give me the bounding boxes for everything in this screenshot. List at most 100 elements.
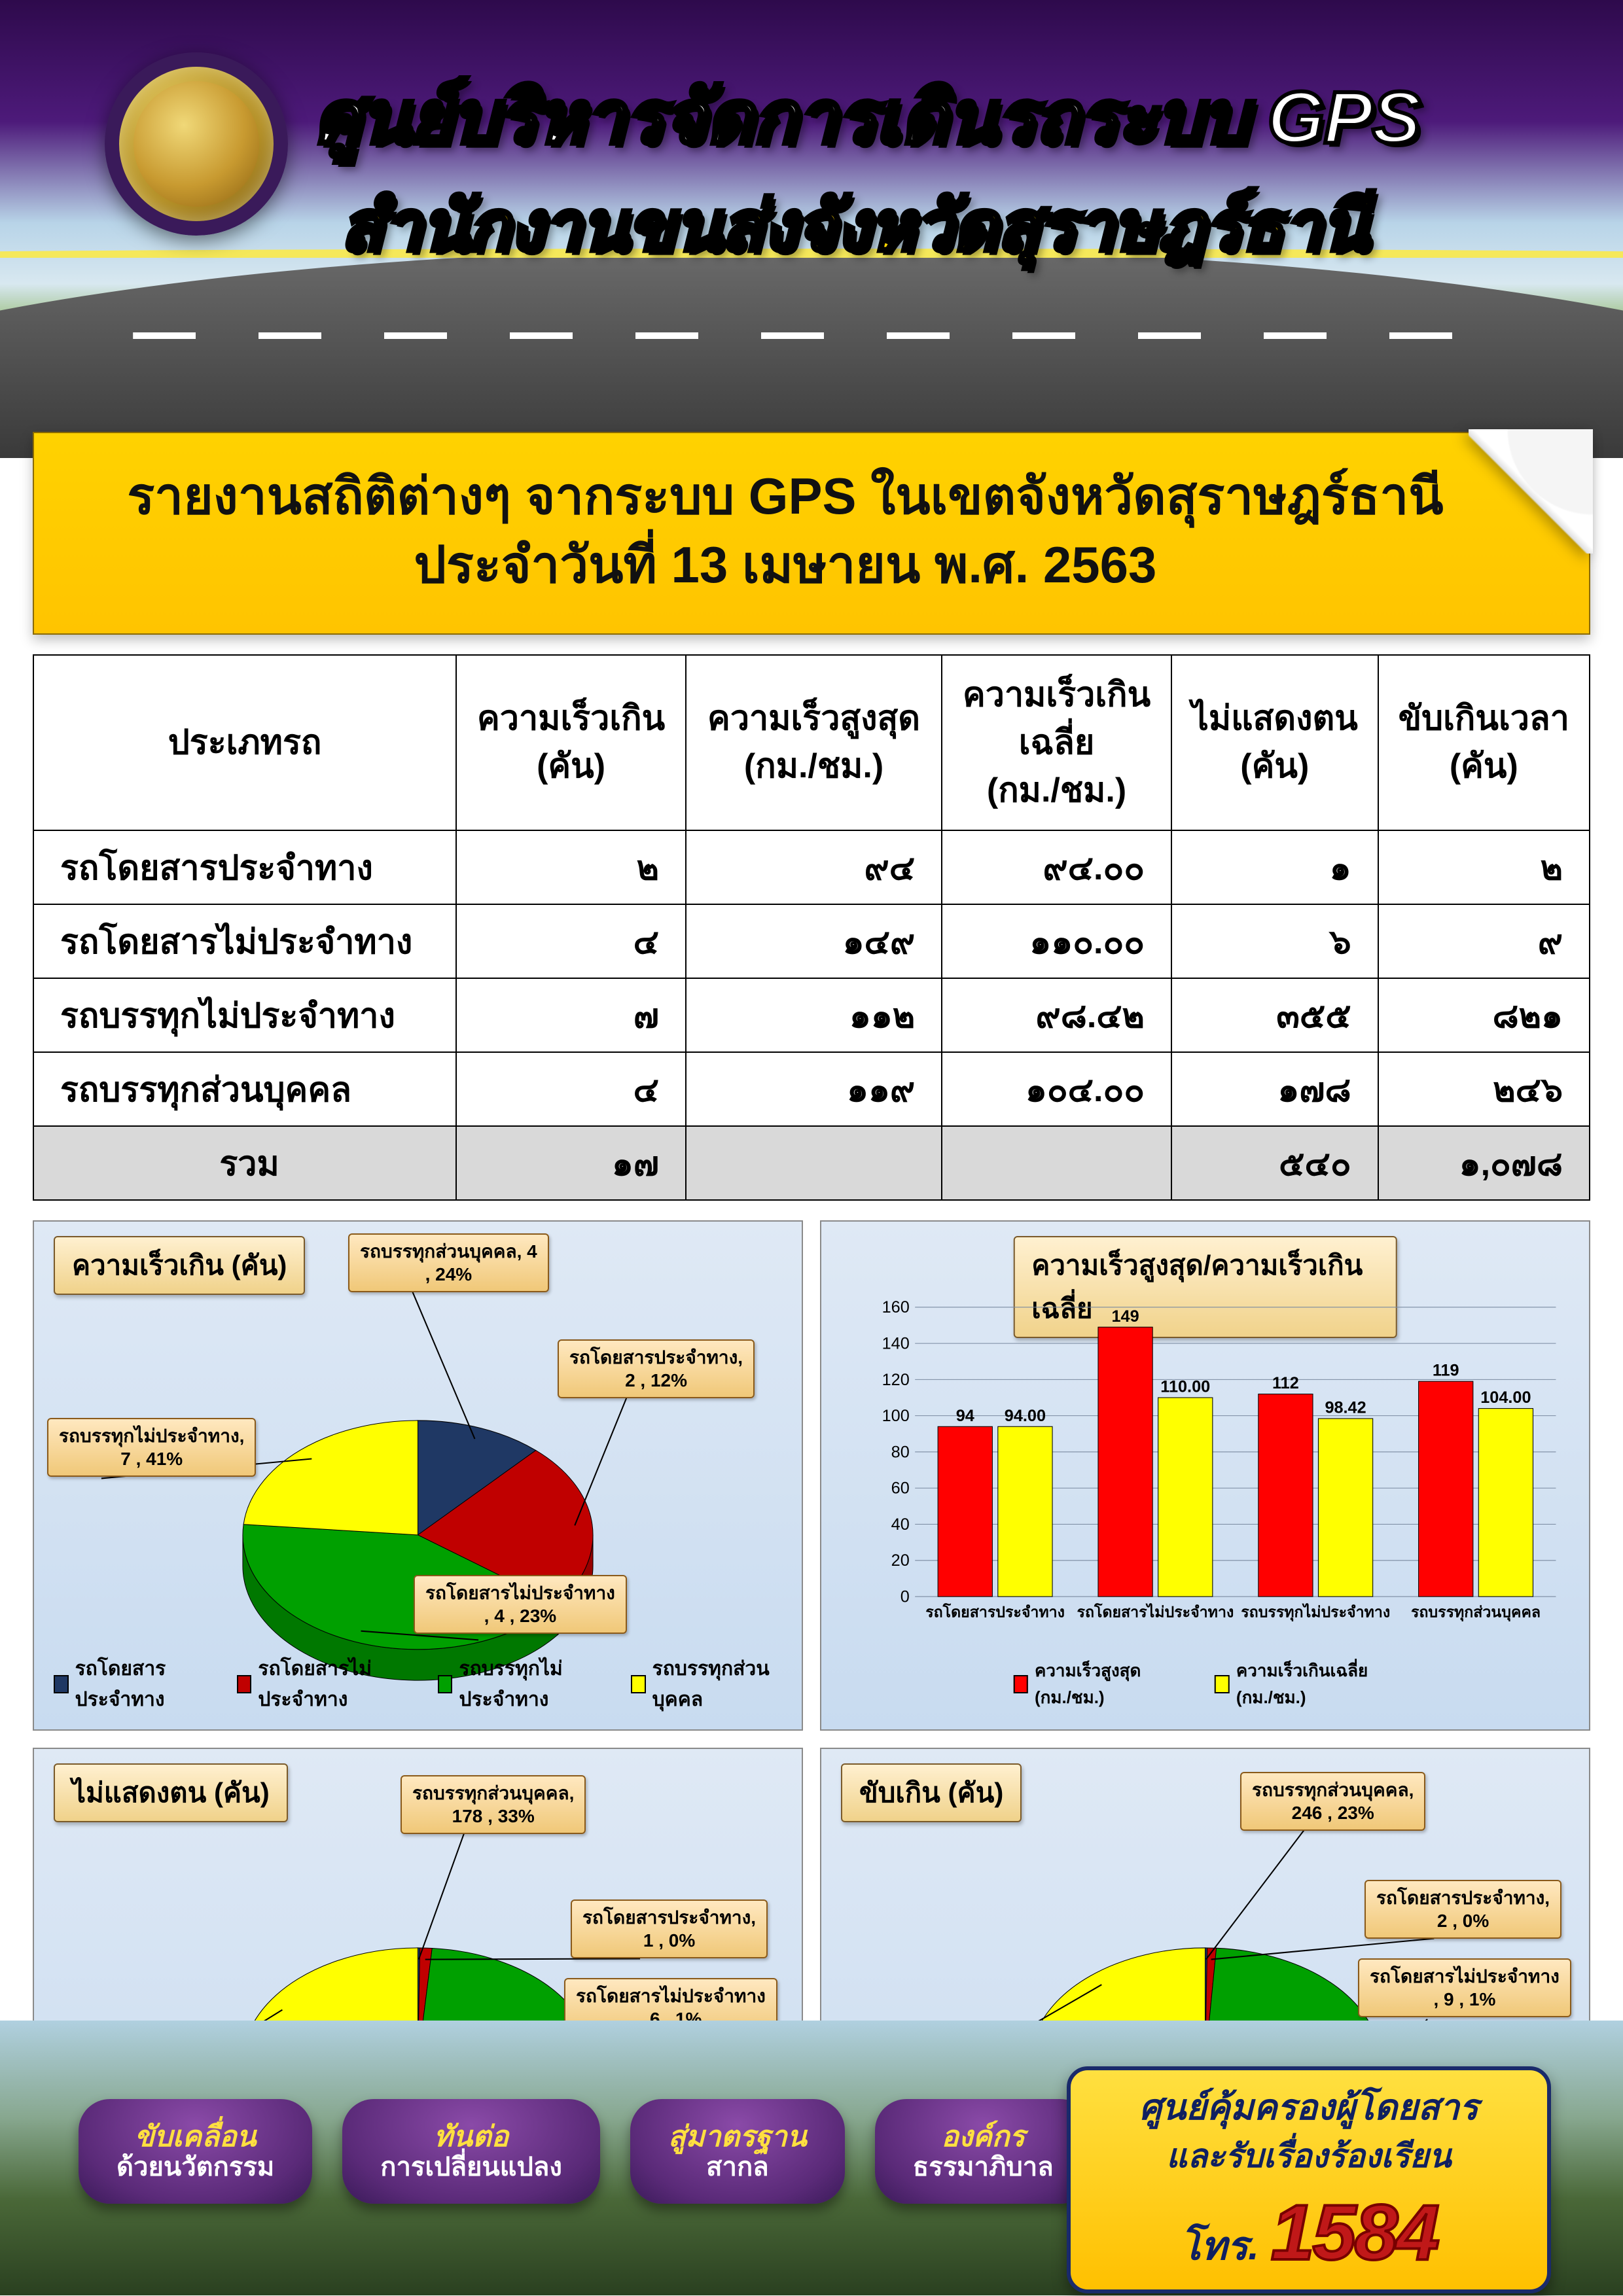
svg-text:98.42: 98.42 [1325,1399,1366,1417]
table-cell: ๔ [456,1052,686,1126]
table-cell: ๗ [456,978,686,1052]
table-cell: ๑๑๐.๐๐ [942,904,1171,978]
svg-text:112: 112 [1272,1374,1299,1392]
svg-text:รถบรรทุกไม่ประจำทาง: รถบรรทุกไม่ประจำทาง [1241,1603,1390,1622]
svg-text:80: 80 [891,1443,910,1462]
table-row: รถบรรทุกไม่ประจำทาง๗๑๑๒๙๘.๔๒๓๕๕๘๒๑ [33,978,1590,1052]
table-cell: ๙๔.๐๐ [942,830,1171,904]
table-total-row: รวม๑๗๕๔๐๑,๐๗๘ [33,1126,1590,1200]
table-row: รถบรรทุกส่วนบุคคล๔๑๑๙๑๐๔.๐๐๑๗๘๒๔๖ [33,1052,1590,1126]
legend-label: ความเร็วเกินเฉลี่ย (กม./ชม.) [1236,1657,1397,1711]
table-cell: ๕๔๐ [1171,1126,1378,1200]
report-title-line1: รายงานสถิติต่างๆ จากระบบ GPS ในเขตจังหวั… [127,467,1443,525]
footer-pill: องค์กรธรรมาภิบาล [875,2099,1092,2204]
footer-pill: ขับเคลื่อนด้วยนวัตกรรม [79,2099,312,2204]
table-cell: ๙๘.๔๒ [942,978,1171,1052]
hotline-box: ศูนย์คุ้มครองผู้โดยสาร และรับเรื่องร้องเ… [1067,2066,1551,2293]
footer-pill-line1: สู่มาตรฐาน [668,2121,807,2153]
footer-pill: ทันต่อการเปลี่ยนแปลง [342,2099,600,2204]
stats-table: ประเภทรถความเร็วเกิน(คัน)ความเร็วสูงสุด(… [33,654,1590,1201]
table-cell: ๒ [1378,830,1590,904]
table-cell: ๙ [1378,904,1590,978]
legend-label: รถโดยสารไม่ประจำทาง [258,1653,416,1715]
table-row: รถโดยสารประจำทาง๒๙๔๙๔.๐๐๑๒ [33,830,1590,904]
page-subtitle: สำนักงานขนส่งจังหวัดสุราษฎร์ธานี [340,170,1368,281]
chart-callout: รถบรรทุกส่วนบุคคล, 4, 24% [348,1233,549,1292]
svg-text:รถบรรทุกส่วนบุคคล: รถบรรทุกส่วนบุคคล [1411,1604,1541,1622]
chart-callout: รถโดยสารไม่ประจำทาง, 4 , 23% [414,1575,627,1634]
svg-text:รถโดยสารไม่ประจำทาง: รถโดยสารไม่ประจำทาง [1077,1603,1234,1621]
table-cell: ๔ [456,904,686,978]
table-cell [942,1126,1171,1200]
hotline-tel-label: โทร. [1180,2215,1259,2277]
page-title: ศูนย์บริหารจัดการเดินรถระบบ GPS [314,59,1420,175]
svg-text:รถโดยสารประจำทาง: รถโดยสารประจำทาง [925,1603,1065,1621]
table-header: ความเร็วสูงสุด(กม./ชม.) [686,655,942,830]
table-header: ประเภทรถ [33,655,456,830]
bar-chart-panel: ความเร็วสูงสุด/ความเร็วเกินเฉลี่ย 020406… [820,1220,1590,1731]
legend-label: ความเร็วสูงสุด (กม./ชม.) [1035,1657,1175,1711]
footer-pill-line2: การเปลี่ยนแปลง [380,2153,562,2181]
table-cell: ๑๑๒ [686,978,942,1052]
footer: ขับเคลื่อนด้วยนวัตกรรม ทันต่อการเปลี่ยนแป… [0,2021,1623,2295]
svg-text:110.00: 110.00 [1160,1378,1210,1396]
svg-text:120: 120 [882,1371,910,1389]
hotline-line1: ศูนย์คุ้มครองผู้โดยสาร [1090,2087,1527,2128]
svg-text:160: 160 [882,1299,910,1317]
table-cell: ๓๕๕ [1171,978,1378,1052]
svg-text:0: 0 [901,1588,910,1606]
report-title-banner: รายงานสถิติต่างๆ จากระบบ GPS ในเขตจังหวั… [33,432,1590,635]
page-curl-icon [1469,429,1593,554]
table-cell: ๑ [1171,830,1378,904]
legend-swatch-icon [54,1675,69,1693]
legend-item: รถบรรทุกส่วนบุคคล [631,1653,782,1715]
legend-label: รถบรรทุกส่วนบุคคล [652,1653,782,1715]
table-cell [686,1126,942,1200]
table-cell: รถโดยสารไม่ประจำทาง [33,904,456,978]
legend-swatch-icon [1215,1675,1230,1693]
chart-callout: รถโดยสารประจำทาง,2 , 0% [1364,1880,1561,1939]
svg-text:119: 119 [1433,1362,1459,1380]
report-title-line2: ประจำวันที่ 13 เมษายน พ.ศ. 2563 [414,536,1157,593]
chart-legend: ความเร็วสูงสุด (กม./ชม.) ความเร็วเกินเฉลี… [1013,1657,1397,1711]
svg-text:100: 100 [882,1407,910,1425]
legend-label: รถโดยสารประจำทาง [75,1653,215,1715]
table-cell: ๙๔ [686,830,942,904]
chart-legend: รถโดยสารประจำทาง รถโดยสารไม่ประจำทาง รถบรร… [54,1653,782,1715]
table-row: รถโดยสารไม่ประจำทาง๔๑๔๙๑๑๐.๐๐๖๙ [33,904,1590,978]
svg-text:104.00: 104.00 [1480,1389,1531,1407]
table-cell: รถบรรทุกไม่ประจำทาง [33,978,456,1052]
svg-text:40: 40 [891,1515,910,1534]
table-cell: ๑๐๔.๐๐ [942,1052,1171,1126]
svg-text:140: 140 [882,1335,910,1353]
footer-pill: สู่มาตรฐานสากล [630,2099,845,2204]
svg-text:20: 20 [891,1552,910,1570]
footer-pill-line1: ขับเคลื่อน [116,2121,274,2153]
chart-callout: รถโดยสารประจำทาง,2 , 12% [558,1339,755,1398]
legend-item: ความเร็วสูงสุด (กม./ชม.) [1013,1657,1175,1711]
table-header: ความเร็วเกินเฉลี่ย(กม./ชม.) [942,655,1171,830]
legend-item: ความเร็วเกินเฉลี่ย (กม./ชม.) [1215,1657,1397,1711]
table-cell: ๘๒๑ [1378,978,1590,1052]
chart-callout: รถโดยสารประจำทาง,1 , 0% [571,1899,768,1958]
table-cell: รถบรรทุกส่วนบุคคล [33,1052,456,1126]
legend-swatch-icon [631,1675,646,1693]
legend-item: รถบรรทุกไม่ประจำทาง [438,1653,609,1715]
chart-callout: รถโดยสารไม่ประจำทาง, 9 , 1% [1358,1958,1571,2017]
chart-callout: รถบรรทุกส่วนบุคคล,246 , 23% [1240,1772,1425,1831]
legend-swatch-icon [237,1675,252,1693]
legend-label: รถบรรทุกไม่ประจำทาง [459,1653,609,1715]
table-header: ไม่แสดงตน(คัน) [1171,655,1378,830]
chart-callout: รถบรรทุกส่วนบุคคล,178 , 33% [401,1775,586,1834]
hotline-tel-number: 1584 [1271,2187,1438,2278]
table-cell: ๑๗๘ [1171,1052,1378,1126]
svg-text:60: 60 [891,1479,910,1498]
footer-pill-row: ขับเคลื่อนด้วยนวัตกรรม ทันต่อการเปลี่ยนแป… [79,2099,1092,2204]
svg-text:149: 149 [1112,1307,1139,1326]
header-banner: ศูนย์บริหารจัดการเดินรถระบบ GPS สำนักงาน… [0,0,1623,406]
footer-pill-line2: ธรรมาภิบาล [913,2153,1054,2181]
footer-pill-line1: ทันต่อ [380,2121,562,2153]
table-cell: ๑๔๙ [686,904,942,978]
legend-swatch-icon [1013,1675,1028,1693]
legend-item: รถโดยสารไม่ประจำทาง [237,1653,416,1715]
